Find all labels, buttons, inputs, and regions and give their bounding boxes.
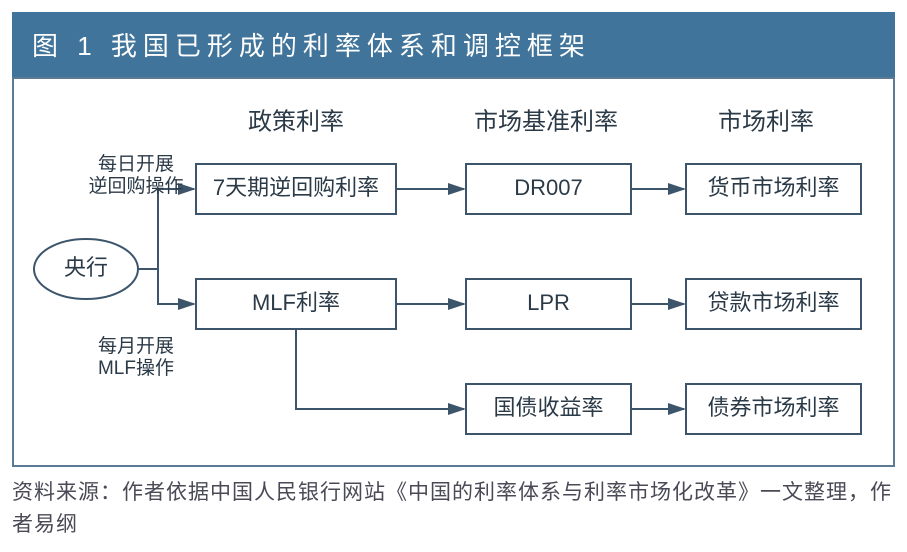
edge-label-bottom: 每月开展 [98, 335, 174, 357]
node-r1c2-label: DR007 [514, 175, 582, 200]
figure-title: 图 1 我国已形成的利率体系和调控框架 [12, 12, 895, 77]
node-r2c2-label: LPR [527, 290, 570, 315]
header-col2: 市场基准利率 [474, 108, 618, 135]
origin-label: 央行 [64, 255, 108, 280]
source-note: 资料来源：作者依据中国人民银行网站《中国的利率体系与利率市场化改革》一文整理，作… [12, 477, 895, 540]
edge-mlf-bond [296, 329, 464, 409]
edge-label-top: 逆回购操作 [88, 175, 183, 197]
flowchart: 政策利率 市场基准利率 市场利率央行 7天期逆回购利率 DR007 货币市场利率 MLF利率… [14, 79, 893, 465]
edge-origin-r1 [138, 189, 194, 269]
node-r3c2-label: 国债收益率 [493, 395, 603, 420]
node-r2c3-label: 贷款市场利率 [707, 290, 839, 315]
node-r2c1-label: MLF利率 [252, 290, 340, 315]
node-r1c1-label: 7天期逆回购利率 [213, 175, 379, 200]
node-r3c3-label: 债券市场利率 [707, 395, 839, 420]
edge-label-top: 每日开展 [98, 153, 174, 175]
node-r1c3-label: 货币市场利率 [707, 175, 839, 200]
header-col1: 政策利率 [248, 108, 344, 135]
chart-frame: 政策利率 市场基准利率 市场利率央行 7天期逆回购利率 DR007 货币市场利率 MLF利率… [12, 77, 895, 467]
edge-label-bottom: MLF操作 [98, 357, 174, 379]
header-col3: 市场利率 [718, 108, 814, 135]
edge-origin-r2 [138, 269, 194, 304]
